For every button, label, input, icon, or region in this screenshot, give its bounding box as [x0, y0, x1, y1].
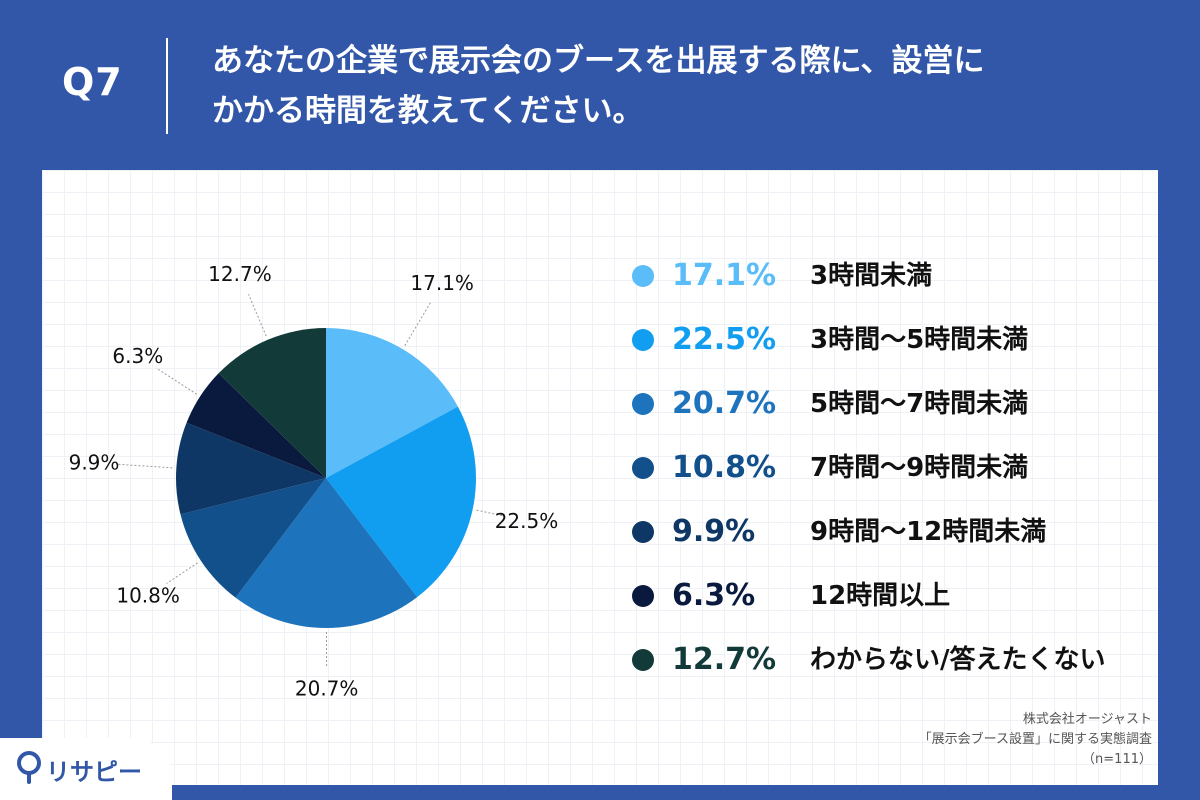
legend-swatch — [632, 329, 654, 351]
legend-label: 3時間未満 — [810, 261, 933, 291]
question-text: あなたの企業で展示会のブースを出展する際に、設営に かかる時間を教えてください。 — [212, 36, 1112, 136]
legend-percent: 10.8% — [672, 450, 777, 485]
pie-data-label: 6.3% — [112, 344, 163, 368]
legend-item: 6.3% 12時間以上 — [632, 576, 1152, 640]
pie-chart: 17.1% 22.5% 20.7% 10.8% 9.9% 6.3% 12.7% — [69, 262, 559, 701]
leader-line — [115, 463, 173, 469]
legend-percent: 22.5% — [672, 322, 777, 357]
source-note: 株式会社オージャスト 「展示会ブース設置」に関する実態調査 （n=111） — [862, 710, 1152, 770]
legend-swatch — [632, 265, 654, 287]
legend-item: 10.8% 7時間〜9時間未満 — [632, 448, 1152, 512]
logo-text: リサピー — [46, 758, 142, 786]
pie-slice — [180, 478, 326, 598]
legend-percent: 6.3% — [672, 578, 756, 613]
pie-slice — [186, 373, 326, 478]
legend: 17.1% 3時間未満 22.5% 3時間〜5時間未満 20.7% 5時間〜7時間未満 10… — [632, 256, 1152, 704]
pie-data-label: 17.1% — [410, 271, 474, 295]
pie-data-label: 9.9% — [69, 451, 120, 475]
pie-slice — [218, 328, 326, 478]
leader-line — [166, 562, 198, 584]
source-survey: 「展示会ブース設置」に関する実態調査 — [918, 732, 1152, 747]
legend-percent: 20.7% — [672, 386, 777, 421]
leader-line — [248, 293, 267, 337]
legend-label: わからない/答えたくない — [810, 645, 1106, 675]
legend-swatch — [632, 585, 654, 607]
header-divider — [166, 38, 168, 134]
pie-data-label: 10.8% — [116, 584, 180, 608]
leader-line — [155, 367, 198, 395]
leader-line — [476, 509, 506, 517]
pie-slice — [235, 478, 418, 628]
question-line-1: あなたの企業で展示会のブースを出展する際に、設営に — [212, 43, 985, 79]
legend-percent: 17.1% — [672, 258, 777, 293]
legend-percent: 12.7% — [672, 642, 777, 677]
logo: リサピー — [0, 738, 172, 800]
pie-data-label: 20.7% — [295, 676, 359, 700]
legend-swatch — [632, 393, 654, 415]
legend-item: 12.7% わからない/答えたくない — [632, 640, 1152, 704]
source-sample: （n=111） — [1082, 752, 1152, 767]
chart-panel: 17.1% 22.5% 20.7% 10.8% 9.9% 6.3% 12.7% 17.1% 3… — [42, 170, 1158, 785]
legend-label: 9時間〜12時間未満 — [810, 517, 1047, 547]
pie-slice — [326, 328, 458, 478]
question-line-2: かかる時間を教えてください。 — [212, 93, 644, 129]
legend-percent: 9.9% — [672, 514, 756, 549]
legend-item: 17.1% 3時間未満 — [632, 256, 1152, 320]
pin-icon — [17, 751, 41, 784]
legend-label: 5時間〜7時間未満 — [810, 389, 1029, 419]
legend-swatch — [632, 457, 654, 479]
legend-item: 20.7% 5時間〜7時間未満 — [632, 384, 1152, 448]
question-number: Q7 — [62, 60, 123, 104]
legend-label: 12時間以上 — [810, 581, 951, 611]
header: Q7 あなたの企業で展示会のブースを出展する際に、設営に かかる時間を教えてくだ… — [0, 0, 1200, 170]
pie-data-label: 22.5% — [495, 509, 559, 533]
legend-swatch — [632, 521, 654, 543]
legend-item: 9.9% 9時間〜12時間未満 — [632, 512, 1152, 576]
leader-line — [404, 301, 432, 346]
legend-swatch — [632, 649, 654, 671]
pie-data-label: 12.7% — [208, 262, 272, 286]
legend-label: 3時間〜5時間未満 — [810, 325, 1029, 355]
source-company: 株式会社オージャスト — [1022, 712, 1152, 727]
pie-slice — [326, 406, 477, 598]
legend-item: 22.5% 3時間〜5時間未満 — [632, 320, 1152, 384]
legend-label: 7時間〜9時間未満 — [810, 453, 1029, 483]
pie-slice — [176, 422, 326, 515]
